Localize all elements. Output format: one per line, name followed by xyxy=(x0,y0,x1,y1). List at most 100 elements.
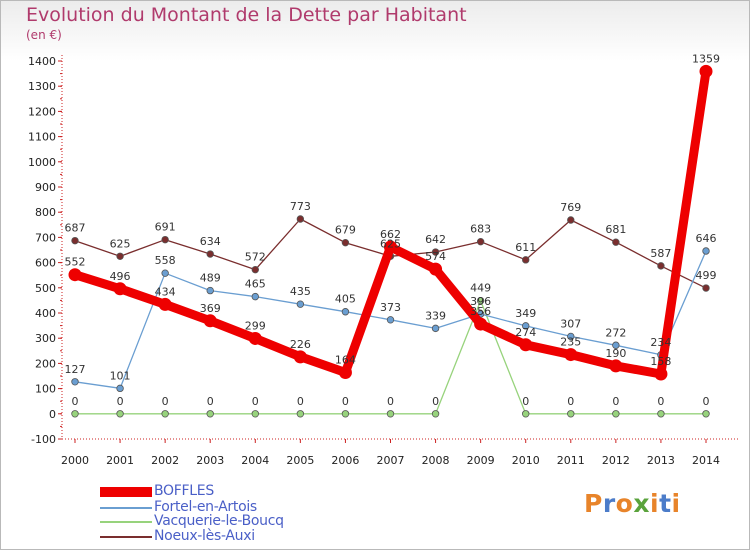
data-label: 0 xyxy=(207,395,214,408)
data-label: 691 xyxy=(155,221,176,234)
data-label: 496 xyxy=(110,270,131,283)
y-tick-label: 800 xyxy=(35,206,56,219)
series-layer xyxy=(68,64,713,418)
data-label: 0 xyxy=(387,395,394,408)
data-label: 164 xyxy=(335,353,356,366)
data-label: 272 xyxy=(605,326,626,339)
data-point xyxy=(702,247,710,255)
legend-label: Fortel-en-Artois xyxy=(154,499,257,515)
x-tick-label: 2014 xyxy=(692,454,720,467)
x-tick-label: 2013 xyxy=(647,454,675,467)
data-point xyxy=(203,314,217,328)
data-point xyxy=(702,410,710,418)
y-tick-label: 400 xyxy=(35,307,56,320)
data-point xyxy=(251,410,259,418)
data-point xyxy=(386,410,395,418)
data-point xyxy=(71,378,79,386)
data-point xyxy=(296,300,305,308)
data-point xyxy=(519,338,533,352)
data-point xyxy=(564,348,578,362)
data-point xyxy=(68,268,82,282)
data-label: 687 xyxy=(65,222,86,235)
data-point xyxy=(431,248,440,256)
data-label: 434 xyxy=(155,285,176,298)
data-point xyxy=(161,269,169,277)
legend-swatch xyxy=(100,536,152,538)
x-tick-label: 2003 xyxy=(196,454,224,467)
data-label: 679 xyxy=(335,224,356,237)
data-point xyxy=(567,216,575,224)
data-point xyxy=(71,410,79,418)
data-label: 0 xyxy=(703,395,710,408)
logo-letter: i xyxy=(650,489,660,518)
data-point xyxy=(522,256,530,264)
data-label: 234 xyxy=(650,336,671,349)
data-point xyxy=(386,316,395,324)
data-label: 158 xyxy=(650,355,671,368)
data-point xyxy=(609,359,623,373)
data-point xyxy=(654,367,668,381)
x-tick-label: 2001 xyxy=(106,454,134,467)
series-vacquerie-le-boucq xyxy=(71,296,710,418)
y-tick-label: 500 xyxy=(35,282,56,295)
y-tick-label: 600 xyxy=(35,257,56,270)
data-label: 558 xyxy=(155,254,176,267)
chart-title: Evolution du Montant de la Dette par Hab… xyxy=(26,4,467,26)
data-label: 356 xyxy=(470,305,491,318)
y-tick-label: 0 xyxy=(49,408,56,421)
chart-unit-label: (en €) xyxy=(26,28,62,42)
y-tick-label: 700 xyxy=(35,231,56,244)
data-label: 0 xyxy=(72,395,79,408)
logo-letter: x xyxy=(633,489,650,518)
proxiti-logo: Proxiti xyxy=(584,489,681,518)
data-label: 465 xyxy=(245,278,266,291)
data-point xyxy=(116,384,124,393)
data-label: 0 xyxy=(117,395,124,408)
x-tick-label: 2002 xyxy=(151,454,179,467)
legend-label: BOFFLES xyxy=(154,483,214,499)
axes: -100010020030040050060070080090010001100… xyxy=(28,55,740,467)
data-label: 773 xyxy=(290,200,311,213)
data-point xyxy=(158,297,172,311)
data-point xyxy=(341,308,350,316)
x-tick-label: 2005 xyxy=(286,454,314,467)
data-label: 625 xyxy=(380,237,401,250)
data-label: 307 xyxy=(560,317,581,330)
data-point xyxy=(431,410,440,418)
data-point xyxy=(251,292,259,301)
data-label: 0 xyxy=(522,395,529,408)
data-label: 642 xyxy=(425,233,446,246)
data-point xyxy=(161,235,169,244)
logo-letter: i xyxy=(671,489,681,518)
data-point xyxy=(293,350,307,364)
data-label: 373 xyxy=(380,301,401,314)
x-tick-label: 2011 xyxy=(557,454,585,467)
data-point xyxy=(338,365,352,379)
data-point xyxy=(251,265,259,274)
data-label-layer: 0 0 0 0 0 0 0 0 0 449 0 0 0 0 0 687 625 691 634 572 773 679 62… xyxy=(65,52,721,407)
data-label: 226 xyxy=(290,338,311,351)
data-point xyxy=(657,262,665,270)
y-tick-label: 1300 xyxy=(28,80,56,93)
data-point xyxy=(522,410,530,418)
data-label: 449 xyxy=(470,282,491,295)
legend-swatch xyxy=(100,521,152,523)
data-label: 405 xyxy=(335,293,356,306)
data-label: 396 xyxy=(470,295,491,308)
data-label: 662 xyxy=(380,228,401,241)
data-point xyxy=(116,252,124,260)
x-tick-label: 2008 xyxy=(422,454,450,467)
data-label: 349 xyxy=(515,307,536,320)
data-point xyxy=(476,296,485,305)
data-label: 572 xyxy=(245,251,266,264)
legend-label: Noeux-lès-Auxi xyxy=(154,528,255,544)
data-label: 274 xyxy=(515,326,536,339)
x-tick-label: 2012 xyxy=(602,454,630,467)
legend-label: Vacquerie-le-Boucq xyxy=(154,513,284,529)
data-point xyxy=(657,410,665,418)
data-label: 499 xyxy=(696,269,717,282)
data-label: 0 xyxy=(432,395,439,408)
y-tick-label: 1000 xyxy=(28,156,56,169)
